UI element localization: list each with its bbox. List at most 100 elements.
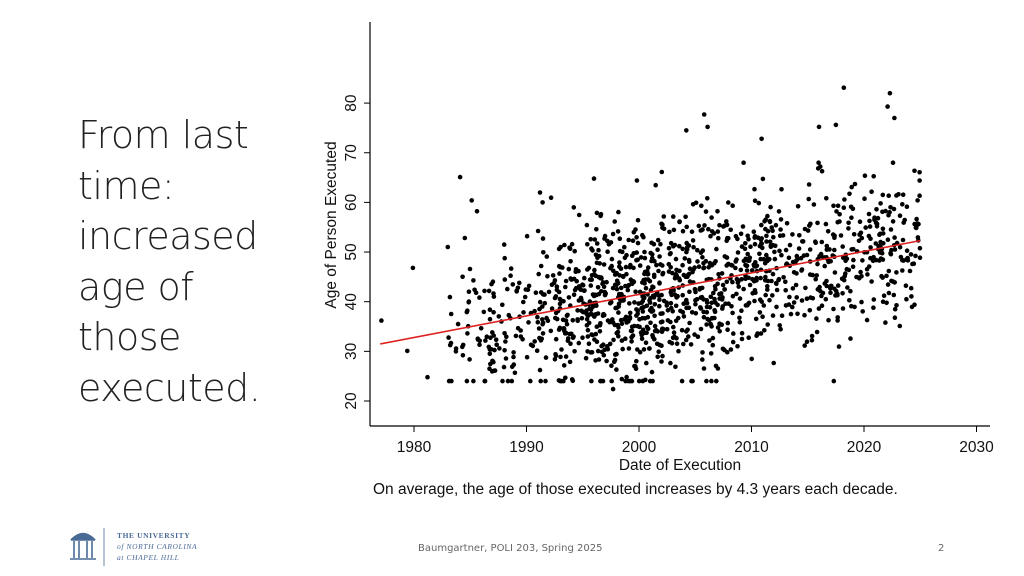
- data-point: [765, 284, 770, 289]
- data-point: [496, 314, 502, 319]
- data-point: [597, 323, 603, 328]
- data-point: [640, 294, 645, 300]
- data-point: [511, 350, 516, 355]
- slide-title: From last time: increased age of those execut…: [78, 110, 318, 413]
- data-point: [741, 258, 747, 264]
- data-point: [738, 231, 744, 237]
- data-point: [549, 306, 555, 311]
- data-point: [572, 349, 577, 354]
- data-point: [825, 229, 831, 234]
- data-point: [671, 330, 677, 335]
- data-point: [699, 203, 704, 209]
- data-point: [449, 378, 454, 384]
- data-point: [477, 342, 482, 348]
- data-point: [877, 232, 882, 237]
- data-point: [595, 348, 601, 354]
- data-point: [564, 330, 569, 336]
- data-point: [770, 271, 776, 277]
- data-point: [660, 311, 665, 316]
- data-point: [880, 257, 886, 262]
- data-point: [909, 294, 914, 299]
- data-point: [486, 288, 492, 294]
- data-point: [466, 289, 472, 295]
- data-point: [870, 258, 876, 264]
- data-point: [624, 320, 629, 325]
- data-point: [598, 378, 604, 384]
- data-point: [767, 239, 773, 245]
- data-point: [872, 217, 877, 223]
- data-point: [917, 255, 923, 260]
- data-point: [752, 241, 758, 247]
- data-point: [710, 335, 716, 341]
- data-point: [765, 278, 771, 284]
- data-point: [847, 298, 852, 303]
- data-point: [709, 215, 714, 220]
- data-point: [583, 355, 589, 361]
- data-point: [602, 233, 608, 239]
- data-point: [521, 310, 526, 315]
- data-point: [447, 342, 453, 348]
- data-point: [741, 286, 746, 292]
- data-point: [568, 259, 573, 264]
- data-point: [831, 378, 837, 384]
- data-point: [573, 267, 579, 272]
- data-point: [553, 310, 559, 316]
- data-point: [871, 297, 877, 302]
- data-point: [777, 248, 782, 254]
- data-point: [645, 314, 651, 320]
- data-point: [460, 353, 466, 358]
- data-point: [759, 222, 764, 228]
- data-point: [779, 313, 785, 319]
- data-point: [626, 237, 631, 243]
- data-point: [673, 364, 678, 370]
- data-point: [500, 302, 505, 308]
- data-point: [668, 360, 673, 366]
- data-point: [824, 243, 830, 249]
- data-point: [827, 247, 832, 252]
- data-point: [701, 265, 706, 271]
- data-point: [698, 326, 704, 332]
- data-point: [743, 241, 748, 246]
- data-point: [799, 267, 805, 272]
- data-point: [712, 308, 717, 313]
- data-point: [633, 364, 638, 369]
- data-point: [542, 300, 548, 306]
- data-point: [752, 234, 758, 239]
- data-point: [744, 263, 750, 269]
- data-point: [900, 257, 905, 263]
- data-point: [729, 304, 734, 309]
- data-point: [617, 291, 622, 297]
- data-point: [817, 284, 822, 290]
- data-point: [698, 228, 704, 233]
- data-point: [679, 327, 685, 333]
- data-point: [823, 296, 829, 302]
- data-point: [815, 261, 820, 267]
- data-point: [763, 217, 768, 222]
- data-point: [565, 312, 570, 318]
- data-point: [564, 321, 570, 327]
- data-point: [537, 190, 543, 195]
- data-point: [696, 264, 702, 270]
- data-point: [651, 274, 657, 280]
- data-point: [673, 303, 679, 309]
- data-point: [819, 239, 825, 245]
- data-point: [566, 266, 572, 272]
- data-point: [892, 306, 898, 312]
- data-point: [863, 225, 868, 230]
- data-point: [673, 256, 679, 262]
- data-point: [905, 258, 911, 263]
- data-point: [673, 273, 678, 279]
- data-point: [816, 306, 822, 311]
- data-point: [511, 354, 516, 360]
- data-point: [518, 328, 523, 333]
- data-point: [659, 221, 664, 227]
- data-point: [835, 283, 841, 288]
- x-tick-label: 1990: [509, 439, 544, 456]
- data-point: [634, 178, 640, 183]
- data-point: [668, 251, 673, 256]
- data-point: [637, 349, 643, 355]
- data-point: [840, 244, 845, 249]
- data-point: [724, 279, 730, 285]
- data-point: [833, 288, 839, 294]
- data-point: [616, 310, 621, 315]
